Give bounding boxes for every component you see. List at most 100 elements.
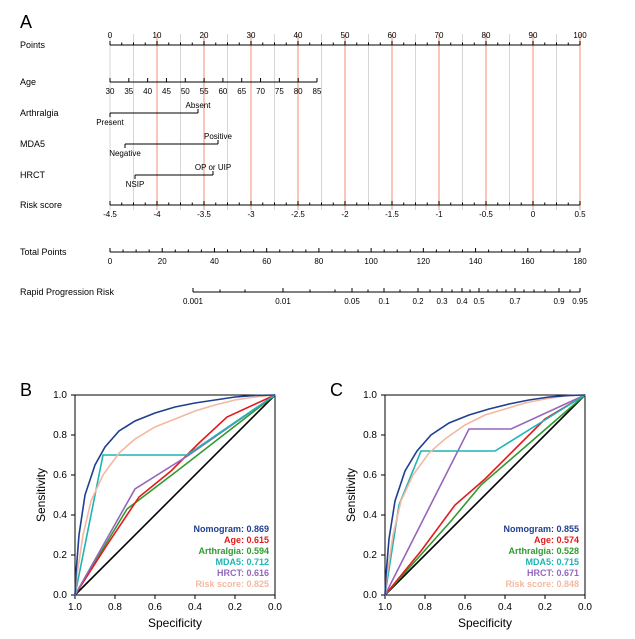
nomogram-tick: 40	[294, 31, 303, 40]
nomogram-tick: 100	[364, 257, 378, 266]
nomogram-tick: 0	[108, 257, 113, 266]
nomogram-cat-label: Present	[96, 118, 124, 127]
nomogram-tick: 50	[181, 87, 190, 96]
roc-xtick: 0.2	[228, 602, 242, 613]
nomogram-tick: 0	[108, 31, 113, 40]
roc-xtick: 0.0	[578, 602, 592, 613]
nomogram-tick: -3.5	[197, 210, 211, 219]
nomogram-row-label: Points	[20, 40, 46, 50]
roc-ytick: 0.2	[363, 550, 377, 561]
nomogram-tick: 70	[435, 31, 444, 40]
roc-xtick: 0.4	[498, 602, 512, 613]
nomogram-tick: -2.5	[291, 210, 305, 219]
roc-legend-item: Risk score: 0.825	[195, 579, 269, 589]
roc-xtick: 0.6	[458, 602, 472, 613]
roc-xlabel: Specificity	[458, 616, 512, 630]
nomogram-tick: 65	[237, 87, 246, 96]
roc-legend-item: Risk score: 0.848	[505, 579, 579, 589]
figure-canvas: A B C Points 0 10 20 30 40 50 60 70 80 90 100 Age 30 35 40…	[0, 0, 635, 639]
roc-legend-item: Age: 0.574	[534, 535, 579, 545]
nomogram-row-label: Risk score	[20, 200, 62, 210]
nomogram-tick: 60	[262, 257, 271, 266]
roc-xtick: 1.0	[378, 602, 392, 613]
nomogram-tick: 35	[124, 87, 133, 96]
roc-legend-item: Arthralgia: 0.594	[198, 546, 269, 556]
nomogram-tick: 75	[275, 87, 284, 96]
nomogram-tick: -3	[247, 210, 255, 219]
roc-xtick: 0.8	[418, 602, 432, 613]
nomogram-tick: -2	[341, 210, 349, 219]
roc-ylabel: Sensitivity	[34, 468, 48, 522]
nomogram-tick: 100	[573, 31, 587, 40]
nomogram-tick: 55	[200, 87, 209, 96]
nomogram-cat-label: Negative	[109, 149, 141, 158]
nomogram-cat-label: Positive	[204, 132, 233, 141]
nomogram-tick: 30	[106, 87, 115, 96]
roc-legend-item: HRCT: 0.671	[527, 568, 579, 578]
panel-label-c: C	[330, 380, 343, 400]
panel-label-a: A	[20, 12, 32, 32]
nomogram-tick: 0.05	[344, 297, 360, 306]
roc-ytick: 1.0	[53, 390, 67, 401]
nomogram-tick: 140	[469, 257, 483, 266]
nomogram-tick: 0.1	[378, 297, 390, 306]
roc-xtick: 0.4	[188, 602, 202, 613]
nomogram-tick: 80	[314, 257, 323, 266]
roc-legend-item: MDA5: 0.712	[215, 557, 269, 567]
nomogram-row-label: Age	[20, 77, 36, 87]
nomogram-tick: 30	[247, 31, 256, 40]
roc-ytick: 0.2	[53, 550, 67, 561]
roc-ytick: 0.4	[53, 510, 67, 521]
nomogram-tick: 45	[162, 87, 171, 96]
roc-xlabel: Specificity	[148, 616, 202, 630]
nomogram-tick: 120	[417, 257, 431, 266]
nomogram-tick: 0.7	[509, 297, 521, 306]
nomogram-tick: 160	[521, 257, 535, 266]
roc-ytick: 0.4	[363, 510, 377, 521]
nomogram-row-label: Arthralgia	[20, 108, 59, 118]
nomogram-tick: 85	[313, 87, 322, 96]
roc-xtick: 0.8	[108, 602, 122, 613]
nomogram-cat-label: NSIP	[126, 180, 145, 189]
nomogram-tick: 40	[210, 257, 219, 266]
nomogram-tick: 60	[218, 87, 227, 96]
roc-legend-item: Arthralgia: 0.528	[508, 546, 579, 556]
nomogram-tick: 90	[529, 31, 538, 40]
nomogram-tick: 0.9	[553, 297, 565, 306]
roc-xtick: 0.2	[538, 602, 552, 613]
roc-ytick: 0.8	[53, 430, 67, 441]
roc-xtick: 0.0	[268, 602, 282, 613]
nomogram-tick: 60	[388, 31, 397, 40]
panel-label-b: B	[20, 380, 32, 400]
nomogram-tick: 0.001	[183, 297, 204, 306]
nomogram-tick: -0.5	[479, 210, 493, 219]
nomogram-tick: 20	[158, 257, 167, 266]
roc-ytick: 0.0	[53, 590, 67, 601]
nomogram-tick: 10	[153, 31, 162, 40]
nomogram-tick: 0.3	[436, 297, 448, 306]
roc-legend-item: HRCT: 0.616	[217, 568, 269, 578]
nomogram-tick: -1	[435, 210, 443, 219]
nomogram-tick: 0.95	[572, 297, 588, 306]
nomogram-row-label: HRCT	[20, 170, 45, 180]
nomogram-tick: 0	[531, 210, 536, 219]
nomogram-tick: 70	[256, 87, 265, 96]
roc-xtick: 1.0	[68, 602, 82, 613]
roc-ytick: 0.6	[363, 470, 377, 481]
nomogram-cat-label: OP or UIP	[195, 163, 231, 172]
roc-ytick: 0.6	[53, 470, 67, 481]
nomogram-tick: 0.2	[412, 297, 424, 306]
nomogram-tick: 40	[143, 87, 152, 96]
nomogram-row-label: Rapid Progression Risk	[20, 287, 115, 297]
roc-ytick: 1.0	[363, 390, 377, 401]
nomogram-tick: 0.4	[456, 297, 468, 306]
nomogram-tick: 0.5	[473, 297, 485, 306]
nomogram-tick: 0.5	[574, 210, 586, 219]
nomogram-tick: -4	[153, 210, 161, 219]
nomogram-tick: 50	[341, 31, 350, 40]
nomogram-tick: 80	[482, 31, 491, 40]
roc-panel-b: 1.00.80.60.40.20.00.00.20.40.60.81.0Spec…	[34, 390, 282, 630]
roc-legend-item: MDA5: 0.715	[525, 557, 579, 567]
nomogram-tick: 80	[294, 87, 303, 96]
nomogram-tick: 0.01	[275, 297, 291, 306]
